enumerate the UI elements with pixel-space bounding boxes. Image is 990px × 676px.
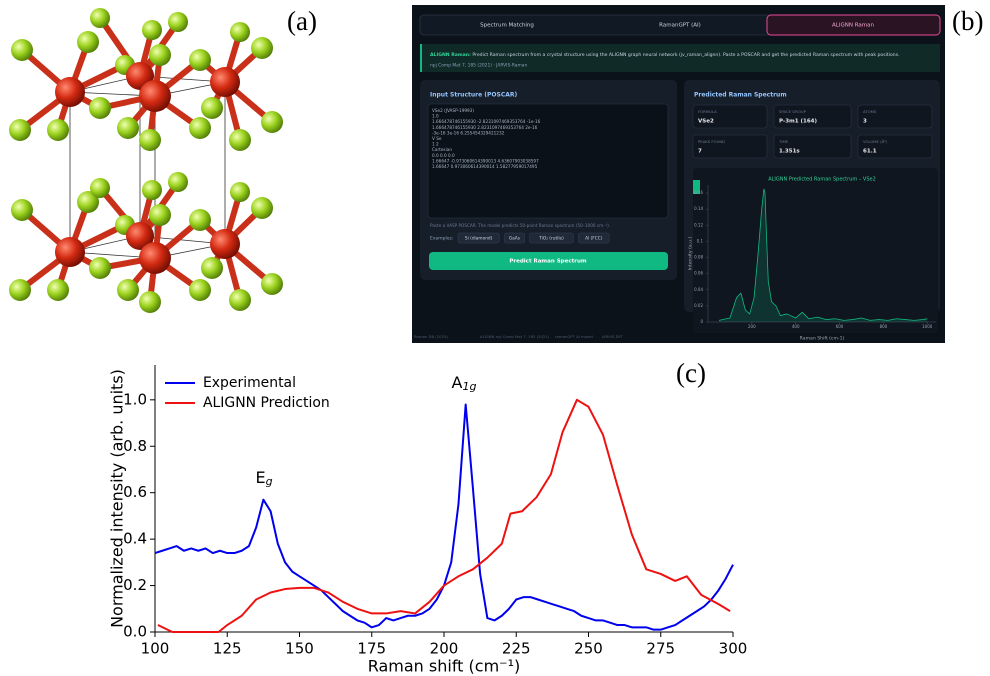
page: {"panel_labels": ["(a)", "(b)", "(c)"], … (0, 0, 990, 676)
x-axis-title: Raman shift (cm⁻¹) (368, 657, 521, 676)
y-tick-label: 0.08 (694, 255, 703, 260)
tab[interactable]: ALIGNN Raman (832, 23, 874, 29)
panel-title: Predicted Raman Spectrum (694, 92, 787, 99)
y-tick-label: 0.14 (694, 206, 703, 211)
stat-value: 7 (698, 149, 702, 155)
annotation-subscript: 1g (462, 380, 476, 393)
poscar-line: 0.0 0.0 0.0 (432, 153, 455, 158)
stat-label: TIME (778, 139, 789, 144)
y-tick-label: 0.4 (123, 530, 147, 548)
y-tick-label: 0.04 (694, 287, 703, 292)
x-tick-label: 100 (141, 640, 170, 658)
stat-label: VOLUME (Å³) (863, 139, 888, 144)
y-tick-label: 0.6 (123, 483, 147, 501)
x-tick-label: 150 (285, 640, 314, 658)
stat-value: 1.351s (779, 149, 800, 155)
y-tick-label: 0.16 (694, 190, 703, 195)
y-tick-label: 0.02 (694, 303, 703, 308)
poscar-line: 1.0 (432, 114, 439, 119)
example-label[interactable]: GaAs (509, 236, 521, 242)
footer-text: ramanGPT AI model (555, 334, 593, 339)
example-label[interactable]: TiO₂ (rutile) (538, 236, 564, 242)
examples-label: Examples: (430, 236, 453, 242)
x-tick-label: 175 (357, 640, 386, 658)
annotation-text: E (255, 468, 265, 487)
stat-label: SPACE GROUP (779, 109, 807, 114)
annotation: A1g (452, 373, 477, 394)
x-tick-label: 275 (646, 640, 675, 658)
poscar-line: 1 2 (432, 142, 439, 147)
legend-label: ALIGNN Prediction (203, 395, 330, 411)
x-tick-label: 125 (213, 640, 242, 658)
panel-label: (b) (952, 6, 983, 36)
panel-label: (a) (287, 6, 317, 36)
poscar-line: -3e-16 3e-16 6.255454329421232 (432, 130, 505, 135)
banner-title: ALIGNN Raman: (430, 52, 471, 58)
y-tick-label: 1.0 (123, 390, 147, 408)
panel-label: (c) (676, 358, 706, 388)
x-tick-label: 400 (792, 324, 800, 329)
tab[interactable]: Spectrum Matching (480, 23, 534, 29)
footer-text: Raman DB (2025) (414, 334, 448, 339)
spectrum-chart-area (693, 168, 938, 333)
example-label[interactable]: Si (diamond) (465, 236, 493, 242)
poscar-line: 1.66647 0.973060614390014 1.582779590174… (432, 164, 538, 169)
stat-label: ATOMS (863, 109, 877, 114)
chart-title: ALIGNN Predicted Raman Spectrum – VSe2 (768, 177, 876, 183)
y-tick-label: 0.06 (694, 271, 703, 276)
poscar-line: VSe2 (JVASP-19993) (432, 108, 474, 113)
poscar-line: Cartesian (432, 147, 452, 152)
banner: ALIGNN Raman: Predict Raman spectrum fro… (430, 52, 900, 58)
banner-text: Predict Raman spectrum from a crystal st… (472, 52, 899, 58)
x-tick-label: 1000 (922, 324, 933, 329)
y-tick-label: 0.0 (123, 623, 147, 641)
poscar-line: 1.666478746155930 2.8231097469353764 2e-… (432, 125, 538, 130)
footer: Raman DB (2025) ALIGNN npj Comp Mat 7, 18… (414, 334, 624, 339)
x-tick-label: 200 (430, 640, 459, 658)
x-tick-label: 200 (748, 324, 756, 329)
x-tick-label: 250 (574, 640, 603, 658)
x-tick-label: 225 (502, 640, 531, 658)
figure: (a) (b) (c) Spectrum Matching RamanGPT (… (0, 0, 990, 676)
footer-text: ALIGNN npj Comp Mat 7, 185 (2021) (480, 334, 550, 339)
stat-value: 3 (863, 119, 867, 125)
tab[interactable]: RamanGPT (AI) (659, 23, 701, 29)
banner-accent (420, 44, 422, 72)
line (158, 400, 730, 632)
raman-chart: 0.0 0.2 0.4 0.6 0.8 1.0 100 125 150 175 200 225 250 2… (108, 365, 748, 676)
hint: Paste a VASP POSCAR. The model predicts … (430, 223, 610, 228)
x-tick-label: 800 (880, 324, 888, 329)
v-atoms (55, 62, 240, 274)
crystal-structure (9, 8, 283, 313)
y-tick-label: 0.2 (123, 576, 147, 594)
banner-links[interactable]: npj Comp Mat 7, 185 (2021) · JARVIS-Rama… (430, 63, 527, 69)
y-axis-title: Intensity (a.u.) (688, 236, 694, 270)
x-tick-label: 300 (719, 640, 748, 658)
panel-title: Input Structure (POSCAR) (430, 92, 517, 99)
annotation: Eg (255, 468, 272, 489)
poscar-line: 1.66647 -0.973060614390013 4.63607903038… (432, 158, 539, 163)
stat-label: PEAKS FOUND (698, 139, 725, 144)
y-tick-label: 0.12 (694, 222, 703, 227)
button-label[interactable]: Predict Raman Spectrum (509, 259, 586, 265)
stat-value: VSe2 (698, 119, 714, 125)
annotation-text: A (452, 373, 463, 392)
example-label[interactable]: Al (FCC) (585, 236, 603, 242)
examples: Si (diamond) GaAs TiO₂ (rutile) Al (FCC) (458, 233, 609, 243)
y-tick-label: 0.8 (123, 437, 147, 455)
x-axis-title: Raman Shift (cm-1) (800, 336, 845, 342)
footer-text: JARVIS-DFT (601, 334, 624, 339)
app-screenshot: Spectrum Matching RamanGPT (AI) ALIGNN R… (412, 5, 945, 343)
x-tick-label: 600 (836, 324, 844, 329)
legend-label: Experimental (203, 375, 296, 391)
y-tick-label: 0.1 (697, 238, 704, 243)
poscar-line: V Se (432, 136, 442, 141)
annotation-subscript: g (266, 475, 273, 488)
line (155, 404, 733, 629)
y-axis-title: Normalized intensity (arb. units) (108, 369, 127, 628)
stat-value: 61.1 (863, 149, 877, 155)
stat-value: P-3m1 (164) (779, 119, 818, 125)
poscar-line: 1.666478746155930 -2.8231097469353764 -1… (432, 119, 541, 124)
stat-label: FORMULA (698, 109, 717, 114)
